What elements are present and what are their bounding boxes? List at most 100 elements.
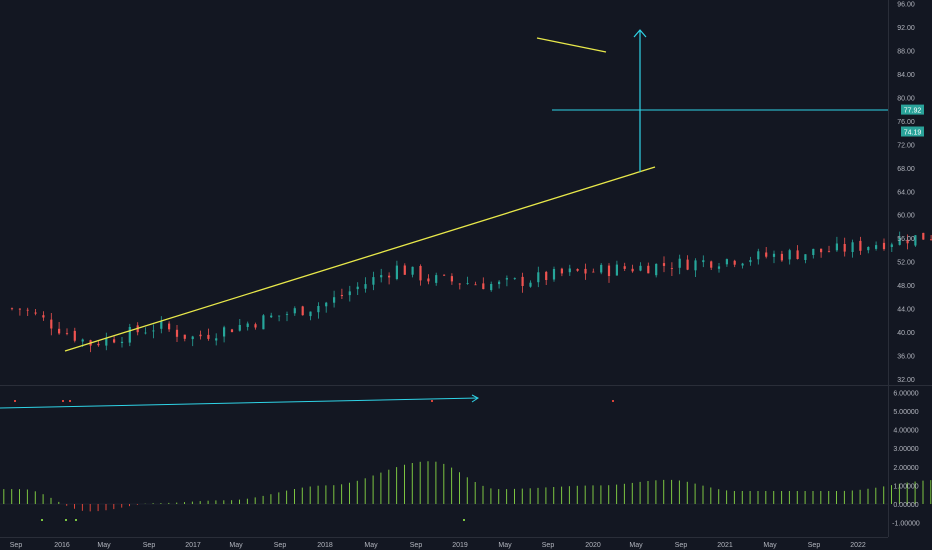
candle-up[interactable] <box>529 282 532 287</box>
candle-down[interactable] <box>482 283 485 290</box>
candle-up[interactable] <box>262 315 265 330</box>
candle-up[interactable] <box>152 330 155 332</box>
candle-down[interactable] <box>58 328 61 334</box>
candle-up[interactable] <box>513 278 516 279</box>
candle-down[interactable] <box>670 268 673 269</box>
candle-down[interactable] <box>827 251 831 253</box>
candle-down[interactable] <box>584 268 587 274</box>
candle-down[interactable] <box>175 329 179 337</box>
candle-up[interactable] <box>160 321 163 329</box>
candle-up[interactable] <box>246 323 249 328</box>
candle-up[interactable] <box>898 237 901 245</box>
candle-down[interactable] <box>388 275 391 278</box>
candle-down[interactable] <box>403 265 406 275</box>
candle-up[interactable] <box>867 247 870 251</box>
candle-up[interactable] <box>348 291 351 296</box>
candle-down[interactable] <box>780 253 783 261</box>
candle-up[interactable] <box>435 275 438 283</box>
candle-down[interactable] <box>18 308 21 310</box>
candle-up[interactable] <box>380 275 383 278</box>
candle-up[interactable] <box>890 244 893 247</box>
candle-down[interactable] <box>796 250 799 259</box>
candle-down[interactable] <box>930 239 932 241</box>
candle-down[interactable] <box>183 334 186 339</box>
candle-up[interactable] <box>215 338 218 341</box>
candle-up[interactable] <box>772 253 776 257</box>
candle-down[interactable] <box>97 343 100 346</box>
candle-down[interactable] <box>545 271 548 280</box>
candle-down[interactable] <box>906 239 909 244</box>
candle-down[interactable] <box>882 242 886 250</box>
candle-up[interactable] <box>364 284 367 289</box>
candle-down[interactable] <box>607 265 611 276</box>
candle-up[interactable] <box>757 251 760 260</box>
indicator-pane[interactable] <box>0 400 932 523</box>
candle-up[interactable] <box>466 283 469 284</box>
candle-down[interactable] <box>10 308 14 310</box>
candle-up[interactable] <box>717 266 721 269</box>
candle-up[interactable] <box>835 243 838 251</box>
candle-down[interactable] <box>450 276 453 282</box>
candle-up[interactable] <box>741 263 744 266</box>
candle-up[interactable] <box>615 264 618 276</box>
candle-up[interactable] <box>105 338 108 346</box>
candle-up[interactable] <box>120 341 124 343</box>
candle-up[interactable] <box>285 314 289 315</box>
time-axis[interactable]: Sep 2016 May Sep 2017 May Sep 2018 May Sep 2019 May… <box>0 537 888 550</box>
candle-down[interactable] <box>843 244 846 252</box>
candle-down[interactable] <box>820 248 823 253</box>
candle-up[interactable] <box>223 327 226 337</box>
candle-down[interactable] <box>631 268 634 272</box>
candle-up[interactable] <box>694 260 697 271</box>
candle-down[interactable] <box>230 329 234 333</box>
candle-up[interactable] <box>678 258 681 268</box>
candle-down[interactable] <box>922 232 925 240</box>
candle-up[interactable] <box>270 315 273 318</box>
candle-down[interactable] <box>686 259 689 270</box>
candle-down[interactable] <box>733 260 736 265</box>
candle-down[interactable] <box>576 269 579 271</box>
candle-down[interactable] <box>301 306 304 316</box>
candle-up[interactable] <box>317 306 320 313</box>
candle-up[interactable] <box>655 263 658 276</box>
candle-down[interactable] <box>73 330 76 341</box>
candle-down[interactable] <box>662 263 666 266</box>
trendline-top[interactable] <box>536 37 607 53</box>
candle-up[interactable] <box>600 264 603 273</box>
candle-down[interactable] <box>592 271 595 273</box>
candle-down[interactable] <box>521 276 524 286</box>
candle-up[interactable] <box>490 284 493 291</box>
candle-down[interactable] <box>647 265 650 274</box>
candle-up[interactable] <box>804 254 807 260</box>
candle-down[interactable] <box>65 333 69 334</box>
candle-up[interactable] <box>191 336 194 340</box>
price-axis[interactable]: 96.00 92.00 88.00 84.00 80.00 76.00 72.00 68.00… <box>897 2 924 385</box>
candle-up[interactable] <box>144 332 147 334</box>
price-pane[interactable] <box>0 0 932 537</box>
candle-up[interactable] <box>568 268 571 273</box>
candle-down[interactable] <box>340 295 343 296</box>
candle-up[interactable] <box>238 325 241 331</box>
candle-up[interactable] <box>639 265 642 271</box>
candle-up[interactable] <box>356 286 359 290</box>
indicator-trend-arrow[interactable] <box>0 397 479 409</box>
candle-down[interactable] <box>199 334 202 337</box>
candle-up[interactable] <box>333 297 336 303</box>
candle-down[interactable] <box>50 319 53 329</box>
candle-down[interactable] <box>26 309 29 311</box>
candle-up[interactable] <box>702 260 705 263</box>
candle-down[interactable] <box>560 268 563 274</box>
candle-down[interactable] <box>443 274 446 276</box>
trendline-support[interactable] <box>64 166 656 352</box>
candle-up[interactable] <box>411 266 414 275</box>
candle-up[interactable] <box>749 260 752 263</box>
candle-down[interactable] <box>859 240 862 251</box>
candle-up[interactable] <box>395 265 398 279</box>
candle-up[interactable] <box>788 250 791 260</box>
candle-down[interactable] <box>254 324 257 328</box>
candle-up[interactable] <box>325 302 328 307</box>
candle-down[interactable] <box>765 252 768 257</box>
candle-up[interactable] <box>875 245 878 249</box>
candle-down[interactable] <box>207 334 210 339</box>
